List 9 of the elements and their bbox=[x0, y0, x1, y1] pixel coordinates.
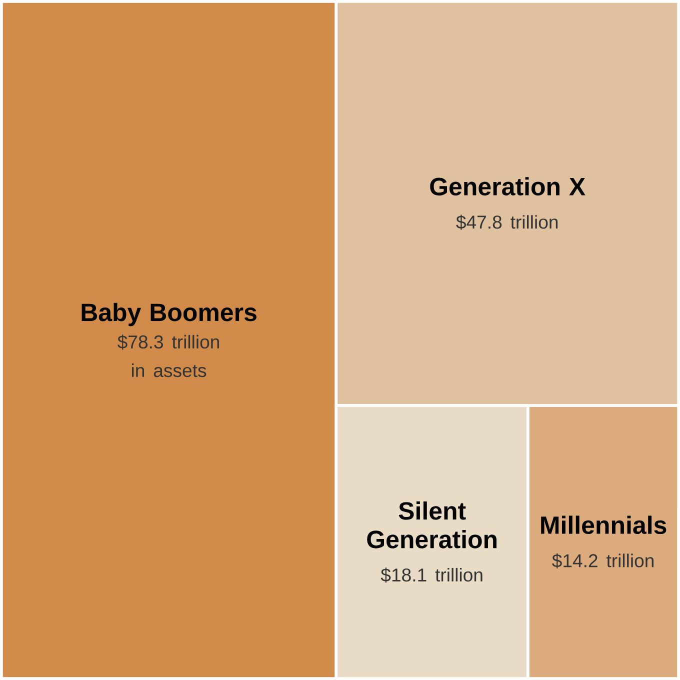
category-label: Millennials bbox=[541, 516, 666, 534]
category-label: Silent Generation bbox=[367, 501, 496, 548]
data-label: $14.2 trillion bbox=[552, 553, 654, 568]
data-label: $18.1 trillion bbox=[380, 568, 482, 583]
category-label: Baby Boomers bbox=[82, 302, 256, 326]
category-label: Generation X bbox=[430, 177, 586, 196]
data-label: $78.3 trillion bbox=[118, 334, 219, 350]
text: in assets bbox=[132, 363, 206, 378]
data-label: $47.8 trillion bbox=[456, 214, 558, 230]
